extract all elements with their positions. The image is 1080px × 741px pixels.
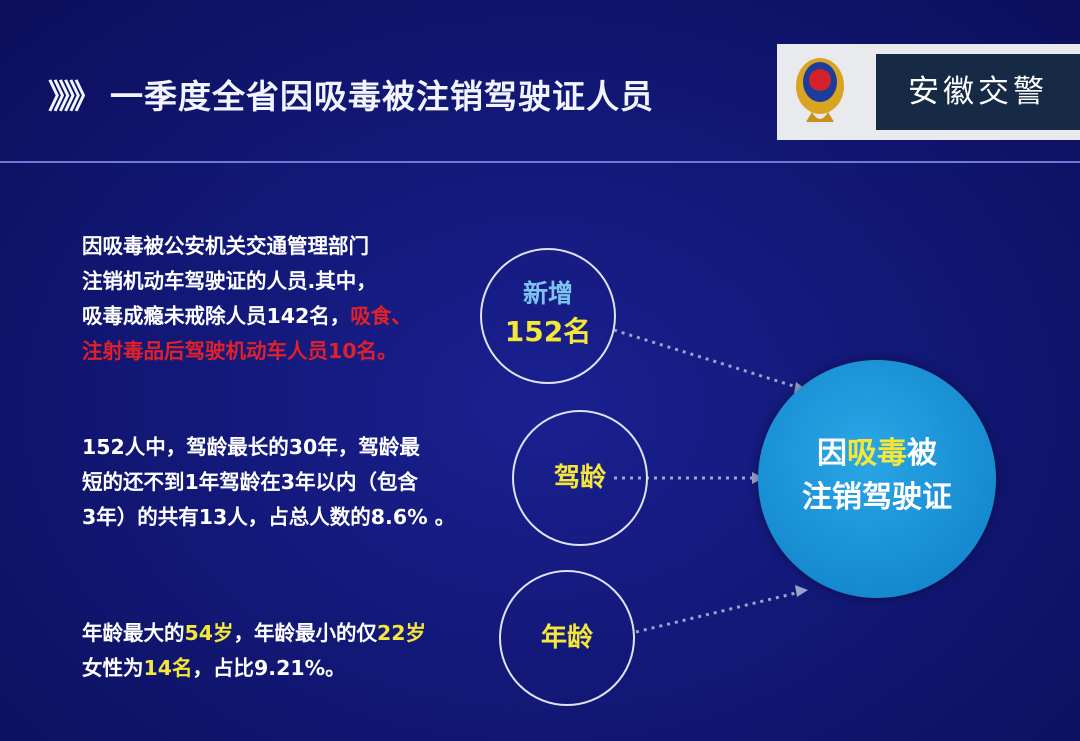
badge-text: 安徽交警: [876, 54, 1080, 130]
text-span: ，占比9.21%。: [192, 656, 346, 680]
text-line: 152人中，驾龄最长的30年，驾龄最: [82, 435, 420, 459]
police-emblem-icon: [796, 58, 844, 122]
page-title: 》》》 一季度全省因吸毒被注销驾驶证人员: [48, 70, 654, 118]
chevrons-icon: 》》》: [48, 77, 102, 116]
center-line-1: 因吸毒被: [758, 360, 996, 476]
circle-label: 年龄: [540, 623, 593, 653]
text-span-yellow: 14名: [143, 656, 193, 680]
text-span-yellow: 54岁: [184, 621, 234, 645]
header-divider: [0, 161, 1080, 163]
text-line: 女性为14名，占比9.21%。: [82, 651, 426, 686]
text-span-red: 吸食、: [350, 304, 412, 328]
connector-3: [635, 590, 801, 634]
center-circle: 因吸毒被 注销驾驶证: [758, 360, 996, 598]
text-line: 注销机动车驾驶证的人员.其中，: [82, 269, 377, 293]
text-span: ，年龄最小的仅: [233, 621, 378, 645]
text-line-red: 注射毒品后驾驶机动车人员10名。: [82, 339, 398, 363]
circle-age: 年龄: [499, 570, 635, 706]
item-1-text: 因吸毒被公安机关交通管理部门 注销机动车驾驶证的人员.其中， 吸毒成瘾未戒除人员…: [82, 229, 412, 369]
connector-1: [613, 328, 801, 390]
text-line: 短的还不到1年驾龄在3年以内（包含: [82, 470, 419, 494]
text-line: 吸毒成瘾未戒除人员142名，吸食、: [82, 299, 412, 334]
circle-label: 新增: [522, 279, 573, 308]
item-2-text: 152人中，驾龄最长的30年，驾龄最 短的还不到1年驾龄在3年以内（包含 3年）…: [82, 430, 455, 535]
text-span: 女性为: [82, 656, 144, 680]
circle-driving-age: 驾龄: [512, 410, 648, 546]
title-text: 一季度全省因吸毒被注销驾驶证人员: [110, 77, 654, 116]
circle-label: 驾龄: [553, 463, 606, 493]
text-line: 年龄最大的54岁，年龄最小的仅22岁: [82, 616, 426, 651]
text-span: 吸毒成瘾未戒除人员142名，: [82, 304, 351, 328]
center-line-2: 注销驾驶证: [802, 480, 952, 515]
circle-value: 152名: [504, 315, 592, 348]
text-span-yellow: 22岁: [377, 621, 427, 645]
arrow-3: [795, 585, 808, 597]
text-line: 3年）的共有13人，占总人数的8.6% 。: [82, 505, 456, 529]
circle-new: 新增 152名: [480, 248, 616, 384]
item-3-text: 年龄最大的54岁，年龄最小的仅22岁 女性为14名，占比9.21%。: [82, 616, 426, 686]
text-span: 年龄最大的: [82, 621, 185, 645]
text-span: 被: [907, 436, 937, 471]
text-span-yellow: 吸毒: [847, 436, 907, 471]
text-line: 因吸毒被公安机关交通管理部门: [82, 234, 369, 258]
text-span: 因: [817, 436, 847, 471]
